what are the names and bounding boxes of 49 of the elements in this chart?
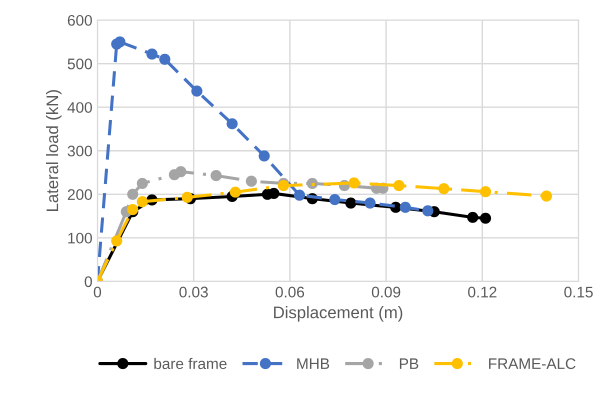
y-tick-label: 200 [68, 189, 92, 200]
legend-label: bare frame [154, 358, 227, 370]
point [480, 186, 492, 198]
point [329, 194, 340, 206]
x-tick-label: 0.15 [564, 286, 593, 298]
point [345, 197, 356, 209]
point [226, 118, 238, 130]
y-tick-label: 400 [67, 102, 92, 113]
legend-label: PB [400, 358, 418, 369]
point [127, 204, 138, 216]
point [246, 176, 257, 187]
x-tick-label: 0.03 [179, 286, 208, 298]
x-tick-label: 0.12 [468, 286, 496, 298]
point [146, 48, 158, 60]
point [136, 178, 148, 189]
point [159, 54, 170, 65]
point [393, 180, 404, 192]
legend-label: FRAME-ALC [489, 358, 576, 370]
point [114, 36, 126, 48]
point [278, 180, 290, 192]
y-axis-title: Lateral load (kN) [46, 90, 62, 211]
point [294, 190, 306, 201]
point [364, 197, 376, 209]
y-tick-label: 600 [68, 14, 92, 26]
point [111, 235, 122, 246]
point [467, 212, 478, 223]
point [258, 150, 270, 162]
point [136, 196, 148, 208]
point [480, 212, 492, 224]
point [422, 205, 434, 216]
y-tick-label: 100 [68, 232, 92, 244]
x-tick-label: 0.09 [372, 286, 400, 298]
x-tick-label: 0 [94, 286, 102, 298]
legend-label: MHB [297, 358, 330, 369]
point [438, 183, 450, 194]
point [210, 170, 222, 182]
point [182, 192, 193, 203]
point [540, 190, 552, 202]
y-tick-label: 0 [84, 276, 92, 288]
point [127, 188, 138, 200]
point [191, 86, 202, 97]
point [348, 177, 360, 189]
y-tick-label: 500 [68, 58, 92, 70]
point [230, 186, 241, 198]
point [400, 202, 411, 213]
x-tick-label: 0.06 [276, 286, 304, 298]
point [175, 166, 186, 178]
y-tick-label: 300 [68, 146, 92, 156]
x-axis-title: Displacement (m) [274, 306, 402, 322]
